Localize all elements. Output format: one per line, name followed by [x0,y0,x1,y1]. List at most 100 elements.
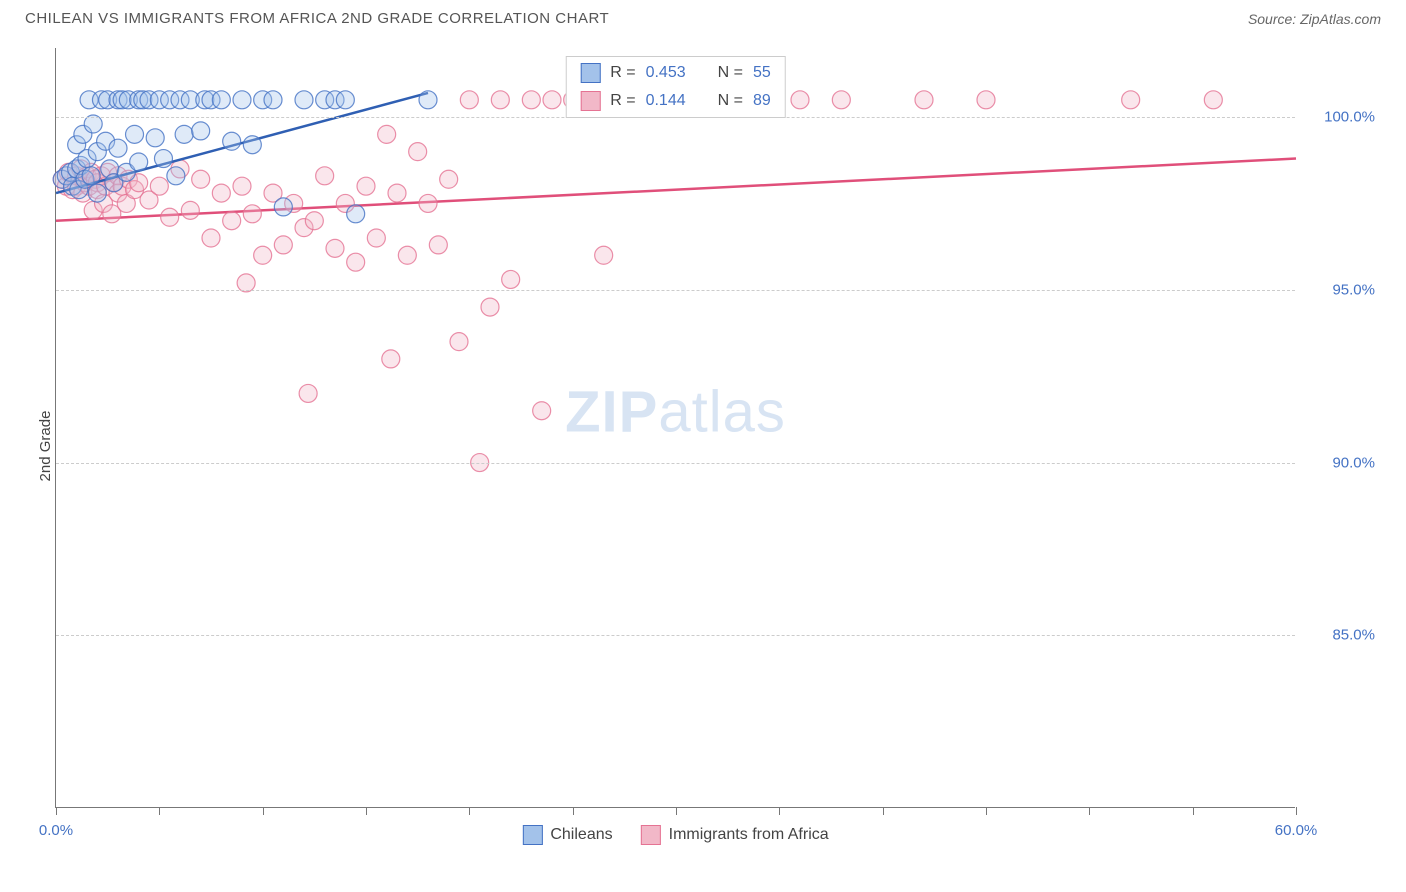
data-point [367,229,385,247]
legend-swatch-icon [580,91,600,111]
x-tick-label: 60.0% [1275,822,1318,839]
legend-row: R = 0.144 N = 89 [566,87,785,115]
data-point [233,177,251,195]
data-point [388,184,406,202]
x-tick [56,807,57,815]
x-tick [779,807,780,815]
x-tick [469,807,470,815]
x-tick [159,807,160,815]
data-point [382,350,400,368]
data-point [223,132,241,150]
series-legend: Chileans Immigrants from Africa [522,825,828,845]
legend-r-value: 0.144 [646,92,686,110]
legend-n-value: 89 [753,92,771,110]
x-tick [1296,807,1297,815]
x-tick [986,807,987,815]
gridline-horizontal [56,463,1295,464]
scatter-plot-svg [56,48,1296,808]
data-point [977,91,995,109]
data-point [357,177,375,195]
correlation-legend: R = 0.453 N = 55 R = 0.144 N = 89 [565,56,786,118]
data-point [460,91,478,109]
data-point [175,125,193,143]
data-point [254,246,272,264]
data-point [419,91,437,109]
legend-r-value: 0.453 [646,64,686,82]
y-tick-label: 100.0% [1305,109,1375,126]
data-point [522,91,540,109]
data-point [502,270,520,288]
data-point [167,167,185,185]
data-point [88,184,106,202]
data-point [126,125,144,143]
x-tick [1193,807,1194,815]
data-point [1204,91,1222,109]
data-point [915,91,933,109]
data-point [161,208,179,226]
legend-n-label: N = [718,92,743,110]
data-point [305,212,323,230]
data-point [192,122,210,140]
x-tick [676,807,677,815]
data-point [212,91,230,109]
chart-source: Source: ZipAtlas.com [1248,11,1381,27]
data-point [347,205,365,223]
data-point [202,229,220,247]
data-point [295,91,313,109]
data-point [109,139,127,157]
chart-header: CHILEAN VS IMMIGRANTS FROM AFRICA 2ND GR… [0,0,1406,32]
legend-n-label: N = [718,64,743,82]
y-tick-label: 90.0% [1305,454,1375,471]
data-point [82,167,100,185]
legend-item: Chileans [522,825,612,845]
data-point [429,236,447,254]
data-point [409,143,427,161]
data-point [299,384,317,402]
data-point [398,246,416,264]
data-point [233,91,251,109]
data-point [223,212,241,230]
data-point [533,402,551,420]
data-point [146,129,164,147]
data-point [326,239,344,257]
data-point [212,184,230,202]
data-point [243,136,261,154]
legend-item: Immigrants from Africa [641,825,829,845]
data-point [440,170,458,188]
data-point [192,170,210,188]
data-point [791,91,809,109]
chart-title: CHILEAN VS IMMIGRANTS FROM AFRICA 2ND GR… [25,10,609,27]
legend-series-label: Immigrants from Africa [669,826,829,844]
data-point [450,333,468,351]
x-tick [1089,807,1090,815]
data-point [274,236,292,254]
chart-plot-area: ZIPatlas R = 0.453N = 55R = 0.144N = 89 … [55,48,1295,808]
legend-swatch-icon [580,63,600,83]
legend-swatch-icon [522,825,542,845]
data-point [491,91,509,109]
data-point [274,198,292,216]
x-tick [263,807,264,815]
data-point [130,153,148,171]
data-point [1122,91,1140,109]
data-point [481,298,499,316]
data-point [419,194,437,212]
y-tick-label: 85.0% [1305,627,1375,644]
gridline-horizontal [56,635,1295,636]
legend-n-value: 55 [753,64,771,82]
data-point [543,91,561,109]
data-point [336,91,354,109]
data-point [150,177,168,195]
legend-r-label: R = [610,64,635,82]
legend-r-label: R = [610,92,635,110]
data-point [264,91,282,109]
data-point [181,201,199,219]
y-axis-label: 2nd Grade [37,411,54,482]
gridline-horizontal [56,290,1295,291]
legend-swatch-icon [641,825,661,845]
data-point [154,150,172,168]
x-tick [573,807,574,815]
x-tick [366,807,367,815]
data-point [595,246,613,264]
data-point [347,253,365,271]
